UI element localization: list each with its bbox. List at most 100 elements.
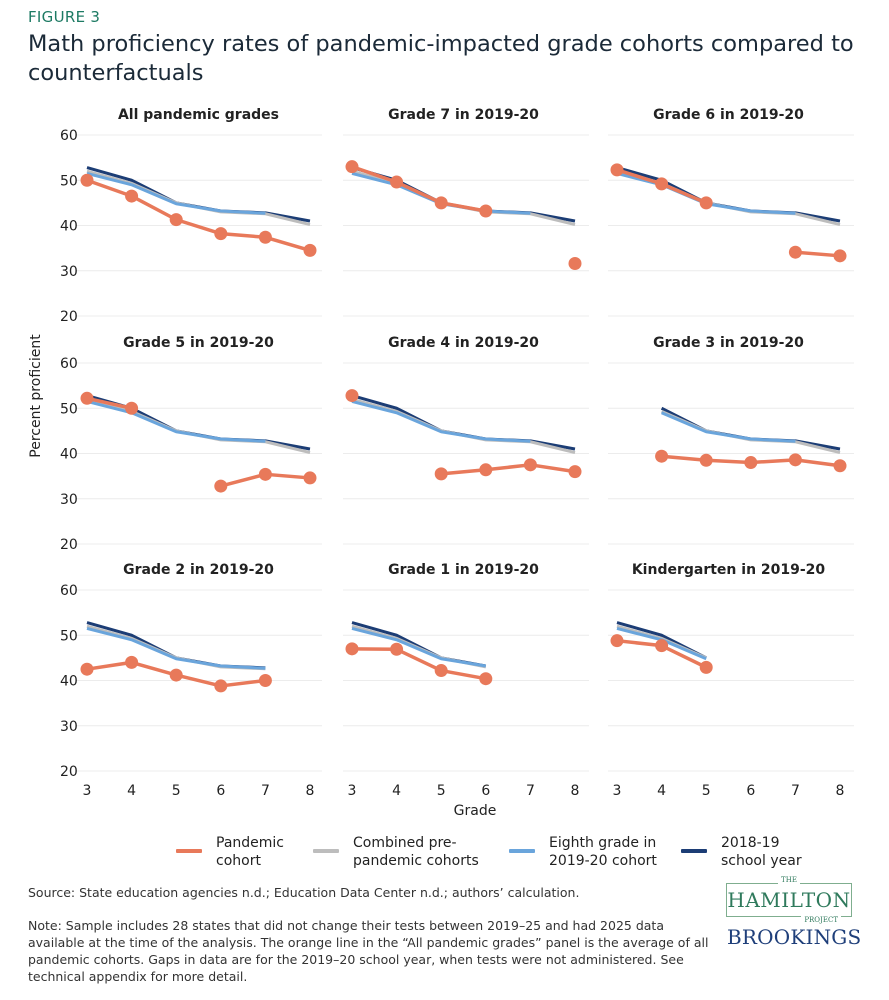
pandemic-point [479, 672, 493, 686]
legend-label: Eighth grade in 2019-20 cohort [549, 835, 657, 869]
y-tick-label: 40 [60, 219, 78, 235]
pandemic-point [258, 674, 272, 687]
x-tick-label: 4 [657, 783, 666, 799]
pandemic-point [479, 204, 493, 218]
y-tick-label: 50 [60, 173, 78, 189]
panel-title: Grade 6 in 2019-20 [653, 107, 804, 123]
pandemic-point [788, 453, 802, 467]
pandemic-point [390, 642, 404, 656]
x-tick-label: 3 [348, 783, 357, 799]
y-tick-label: 50 [60, 628, 78, 644]
pandemic-point [434, 196, 448, 210]
figure-label: FIGURE 3 [28, 8, 101, 26]
pandemic-point [169, 668, 183, 682]
y-tick-label: 60 [60, 356, 78, 372]
logo-text: HAMILTON [727, 888, 851, 912]
pandemic-point [390, 175, 404, 189]
y-tick-label: 20 [60, 537, 78, 553]
pandemic-point [610, 163, 624, 177]
pandemic-point [125, 401, 139, 415]
pandemic-point [655, 639, 669, 653]
legend-label: Combined pre-pandemic cohorts [353, 835, 479, 869]
line-eighth-grade-cohort [351, 627, 487, 668]
hamilton-project-logo: THE HAMILTON PROJECT [726, 876, 852, 924]
x-tick-label: 5 [437, 783, 446, 799]
y-tick-label: 30 [60, 264, 78, 280]
pandemic-point [833, 459, 847, 473]
logo-text: THE [778, 876, 800, 884]
pandemic-point [214, 479, 228, 493]
pandemic-point [303, 471, 317, 485]
legend-swatch-combined [313, 849, 339, 853]
panel-title: Grade 4 in 2019-20 [388, 335, 539, 351]
panel-title: Grade 3 in 2019-20 [653, 335, 804, 351]
panel-title: Grade 1 in 2019-20 [388, 562, 539, 578]
line-eighth-grade-cohort [351, 400, 531, 443]
x-tick-label: 4 [392, 783, 401, 799]
pandemic-point [169, 213, 183, 227]
pandemic-point [303, 243, 317, 257]
line-combined-pre-pandemic [661, 410, 841, 455]
chart-title: Math proficiency rates of pandemic-impac… [28, 31, 854, 86]
line-pandemic-cohort [86, 178, 311, 253]
legend-item-combined: Combined pre-pandemic cohorts [313, 834, 483, 870]
panel-title: Kindergarten in 2019-20 [632, 562, 826, 578]
legend-item-pandemic: Pandemic cohort [176, 834, 306, 870]
line-eighth-grade-cohort [86, 172, 266, 215]
pandemic-point [258, 230, 272, 244]
y-tick-label: 20 [60, 309, 78, 325]
panel-title: All pandemic grades [118, 107, 279, 123]
x-tick-label: 6 [216, 783, 225, 799]
line-combined-pre-pandemic [351, 397, 576, 455]
line-2018-19-school-year [86, 166, 311, 223]
pandemic-point [610, 634, 624, 648]
x-axis-label: Grade [454, 803, 497, 819]
x-tick-label: 4 [127, 783, 136, 799]
pandemic-point [655, 449, 669, 463]
line-2018-19-school-year [351, 166, 576, 223]
pandemic-point [80, 391, 94, 405]
x-tick-label: 5 [702, 783, 711, 799]
pandemic-point [833, 249, 847, 263]
line-pandemic-cohort [351, 647, 487, 681]
line-2018-19-school-year [86, 621, 266, 670]
x-tick-label: 3 [613, 783, 622, 799]
x-tick-label: 5 [172, 783, 181, 799]
pandemic-point [479, 463, 493, 477]
line-2018-19-school-year [660, 406, 841, 451]
x-tick-label: 7 [526, 783, 535, 799]
pandemic-point [80, 173, 94, 187]
pandemic-point [80, 662, 94, 676]
y-tick-label: 60 [60, 583, 78, 599]
y-tick-label: 40 [60, 447, 78, 463]
y-tick-label: 30 [60, 492, 78, 508]
pandemic-point [125, 655, 139, 669]
line-eighth-grade-cohort [661, 411, 796, 443]
legend-swatch-sy1819 [681, 849, 707, 853]
pandemic-point [345, 389, 359, 403]
legend: Pandemic cohort Combined pre-pandemic co… [0, 834, 889, 874]
pandemic-point [434, 664, 448, 678]
pandemic-point [345, 160, 359, 174]
pandemic-point [744, 456, 758, 470]
legend-item-sy1819: 2018-19 school year [681, 834, 811, 870]
pandemic-point [788, 245, 802, 259]
x-tick-label: 3 [83, 783, 92, 799]
legend-swatch-eighth [509, 849, 535, 853]
line-pandemic-cohort [441, 463, 576, 476]
small-multiples-chart: All pandemic grades 60 50 40 30 20 Grade 7 in … [28, 107, 854, 819]
legend-item-eighth: Eighth grade in 2019-20 cohort [509, 834, 667, 870]
pandemic-point [699, 196, 713, 210]
legend-label: Pandemic cohort [216, 835, 284, 869]
line-combined-pre-pandemic [86, 169, 311, 227]
x-tick-label: 7 [261, 783, 270, 799]
footnote: Note: Sample includes 28 states that did… [28, 918, 709, 984]
x-tick-label: 7 [791, 783, 800, 799]
y-tick-label: 30 [60, 719, 78, 735]
brookings-logo: BROOKINGS [727, 925, 862, 949]
line-2018-19-school-year [86, 394, 311, 451]
pandemic-point [568, 465, 582, 479]
line-combined-pre-pandemic [86, 624, 266, 671]
x-tick-label: 6 [481, 783, 490, 799]
x-tick-label: 8 [836, 783, 845, 799]
